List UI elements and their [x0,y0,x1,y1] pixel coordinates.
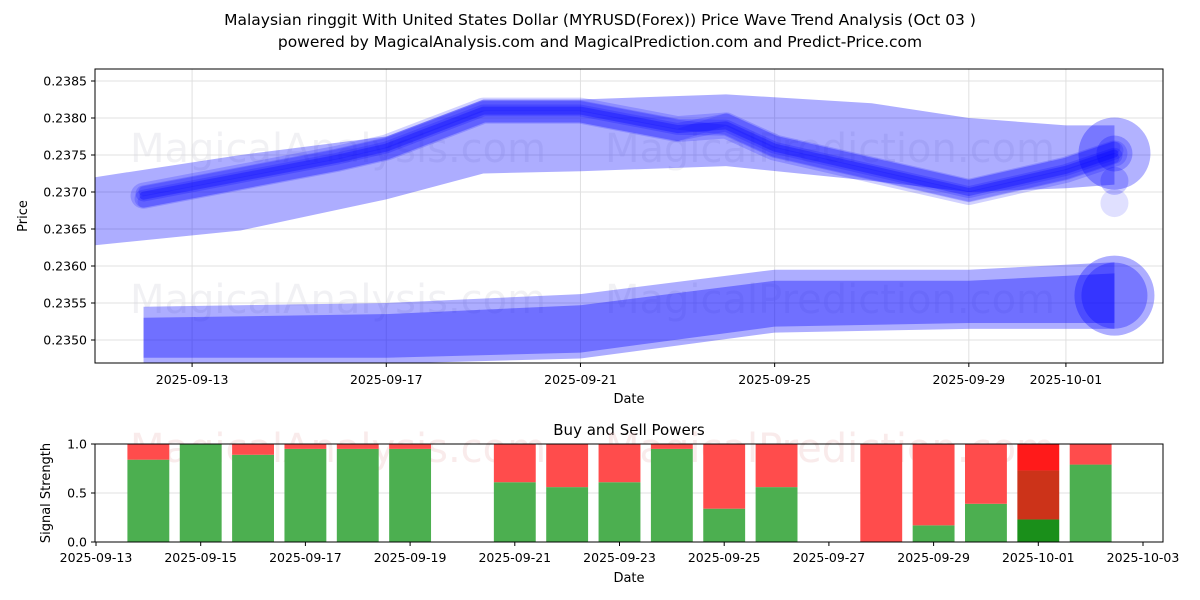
buy-bar [493,482,536,542]
sell-bar [650,444,693,449]
sell-bar [755,444,798,488]
plot-frame [94,68,1164,364]
chart-subtitle: powered by MagicalAnalysis.com and Magic… [277,33,923,51]
sell-bar [493,444,536,483]
y-tick-label: 0.0 [67,535,87,550]
buy-sell-chart: Buy and Sell PowersMagicalAnalysis.comMa… [39,421,1179,586]
x-axis-label: Date [613,392,644,407]
x-tick-label: 2025-09-29 [932,372,1005,387]
buy-bar [1069,464,1112,542]
watermark: MagicalPrediction.com [605,126,1055,172]
sell-bar [1069,444,1112,465]
buy-bar [389,448,432,542]
upper-wave-line [137,110,1121,208]
bar-mid-sell [1017,470,1060,520]
watermark: MagicalAnalysis.com [130,277,546,323]
bar-strong-buy [1017,519,1060,542]
lower-wave-cap [1074,255,1155,336]
y-tick-label: 0.2385 [43,74,87,89]
sell-bar [860,444,903,542]
y-tick-label: 0.2365 [43,222,87,237]
sell-bar [546,444,589,488]
price-plot: MagicalAnalysis.com MagicalPrediction.com… [16,68,1164,407]
buy-bar [703,508,746,542]
upper-wave-line [138,101,1120,202]
x-tick-label: 2025-10-01 [1030,372,1103,387]
x-tick-label: 2025-09-25 [688,550,761,565]
sell-bar [127,444,170,460]
y-tick-label: 0.2350 [43,333,87,348]
buy-bar [284,448,327,542]
buy-bar [965,503,1007,542]
buy-bar [755,487,798,542]
sell-bar [965,444,1007,504]
x-tick-label: 2025-09-21 [544,372,617,387]
x-tick-label: 2025-09-23 [583,550,656,565]
buy-bar [546,487,589,542]
x-tick-label: 2025-09-13 [60,550,133,565]
y-tick-label: 1.0 [67,437,87,452]
waves [95,94,1155,363]
upper-wave-line [130,97,1128,209]
sell-bar [598,444,641,483]
y-tick-label: 0.2355 [43,296,87,311]
x-tick-label: 2025-09-21 [478,550,551,565]
buy-bar [598,482,641,542]
y-axis-label: Signal Strength [39,443,54,543]
x-tick-label: 2025-09-15 [164,550,237,565]
y-tick-label: 0.2375 [43,148,87,163]
x-tick-label: 2025-09-17 [350,372,423,387]
sell-bar [912,444,955,526]
x-tick-label: 2025-10-03 [1107,550,1180,565]
x-tick-label: 2025-09-29 [897,550,970,565]
buy-bar [912,525,955,542]
upper-wave-line [139,106,1119,200]
x-tick-label: 2025-09-19 [374,550,447,565]
upper-wave-cap [1096,135,1133,172]
x-tick-label: 2025-09-17 [269,550,342,565]
y-tick-label: 0.2370 [43,185,87,200]
buy-bar [650,448,693,542]
upper-wave-line [134,104,1124,208]
watermark: MagicalAnalysis.com [130,126,546,172]
bar-strong-sell [1017,444,1060,471]
x-tick-label: 2025-09-27 [793,550,866,565]
sell-bar [703,444,746,509]
buy-bar [179,444,222,542]
chart-title: Malaysian ringgit With United States Dol… [224,11,976,29]
lower-wave-band-outer [143,262,1115,363]
sell-bar [389,444,432,449]
watermark: MagicalPrediction.com [605,277,1055,323]
upper-wave-cap [1100,166,1129,195]
x-tick-label: 2025-10-01 [1002,550,1075,565]
sell-bar [336,444,379,449]
buy-bar [232,454,274,542]
y-axis-label: Price [16,200,31,232]
x-tick-label: 2025-09-25 [738,372,811,387]
buy-bar [336,448,379,542]
x-tick-label: 2025-09-13 [156,372,229,387]
lower-wave-cap [1081,262,1148,329]
x-axis-label: Date [613,571,644,586]
y-tick-label: 0.2360 [43,259,87,274]
upper-wave-cap [1078,117,1151,190]
sell-bar [284,444,327,449]
upper-wave-line [135,100,1123,203]
upper-wave-band [95,94,1115,246]
y-tick-label: 0.5 [67,486,87,501]
y-tick-label: 0.2380 [43,111,87,126]
buy-bar [127,459,170,542]
sell-bar [232,444,274,455]
upper-wave-cap [1100,189,1129,218]
lower-wave-band-inner [143,273,1115,358]
subchart-title: Buy and Sell Powers [553,421,705,439]
